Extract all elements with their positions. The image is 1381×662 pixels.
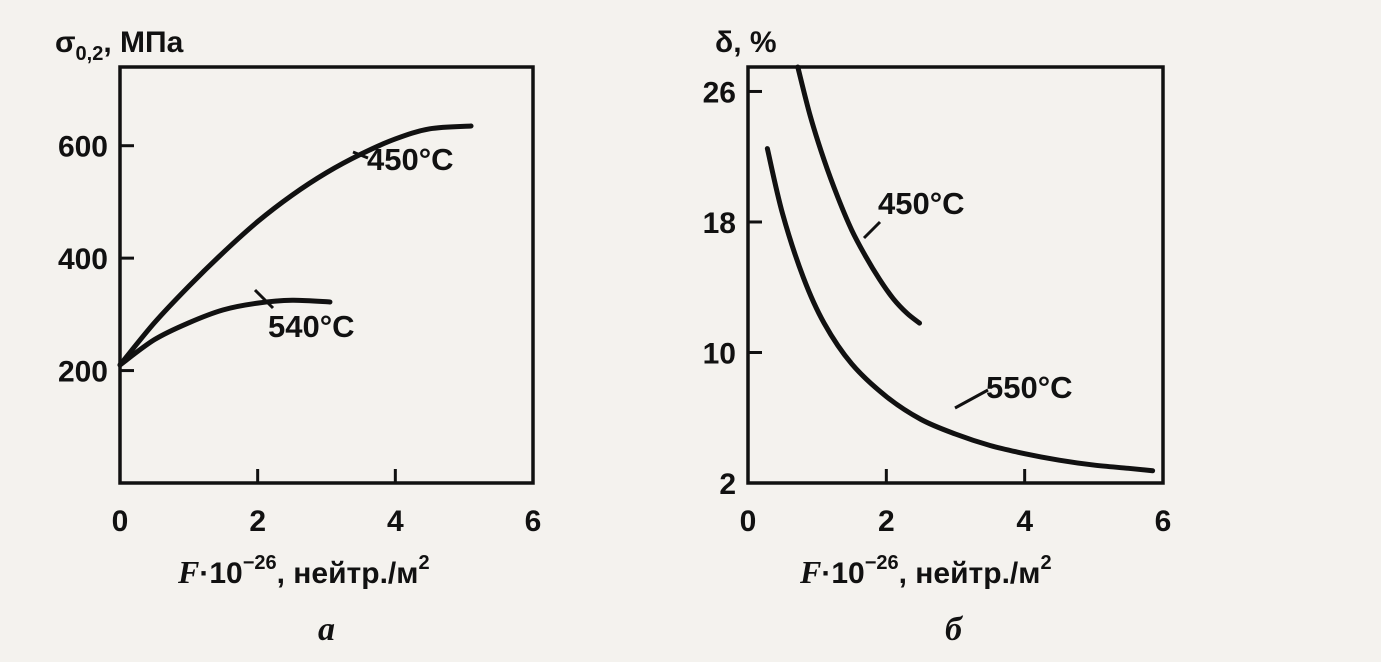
panel-a-leader-450 [352,150,369,160]
panel-b-y-tick-label: 2 [719,468,736,501]
panel-b-leader-550 [954,388,989,410]
panel-a-x-tick-label: 6 [525,505,542,538]
panel-b-x-tick-label: 2 [878,505,895,538]
panel-b-frame [746,65,1165,485]
panel-b-x-tick-label: 6 [1155,505,1172,538]
panel-b-letter: б [945,611,964,648]
panel-a-series-label-450: 450°C [367,142,454,177]
panel-b-y-tick-label: 26 [703,76,736,109]
panel-a-x-tick-label: 4 [387,505,404,538]
panel-b-leader-450 [862,220,882,240]
panel-b-series-line-0 [795,64,923,326]
panel-a-leader-540 [253,288,275,310]
panel-a-y-label: σ0,2, МПа [55,26,184,65]
panel-a-series-label-540: 540°C [268,309,355,344]
panel-a-frame [118,65,535,485]
panel-b-series-line-1 [764,146,1156,474]
panel-a-ticks [118,144,535,483]
panel-b-x-tick-label: 4 [1016,505,1033,538]
panel-b-series-label-450: 450°C [878,186,965,221]
panel-b-y-label: δ, % [715,26,777,59]
panel-a: 0 2 4 6 200 400 600 σ0,2, МПа 450°C 540°C F·10… [55,26,541,648]
panel-a-lines [117,123,474,368]
panel-b-x-tick-label: 0 [740,505,757,538]
panel-a-tick-labels: 0 2 4 6 200 400 600 [58,131,541,538]
panel-b-ticks [746,89,1165,485]
panel-a-y-tick-label: 400 [58,243,108,276]
panel-a-x-tick-label: 2 [249,505,266,538]
panel-b-lines [764,64,1156,474]
panel-a-y-tick-label: 600 [58,131,108,164]
panel-a-x-tick-label: 0 [112,505,129,538]
panel-a-series-line-0 [117,123,474,368]
panel-b-y-tick-label: 18 [703,207,736,240]
panel-a-letter: а [318,611,335,648]
panel-a-y-tick-label: 200 [58,356,108,389]
panel-b-y-tick-label: 10 [703,337,736,370]
panel-a-x-label: F·10−26, нейтр./м2 [177,552,430,590]
panel-a-series-line-1 [117,297,333,368]
panel-b-x-label: F·10−26, нейтр./м2 [799,552,1052,590]
panel-b-series-label-550: 550°C [986,370,1073,405]
